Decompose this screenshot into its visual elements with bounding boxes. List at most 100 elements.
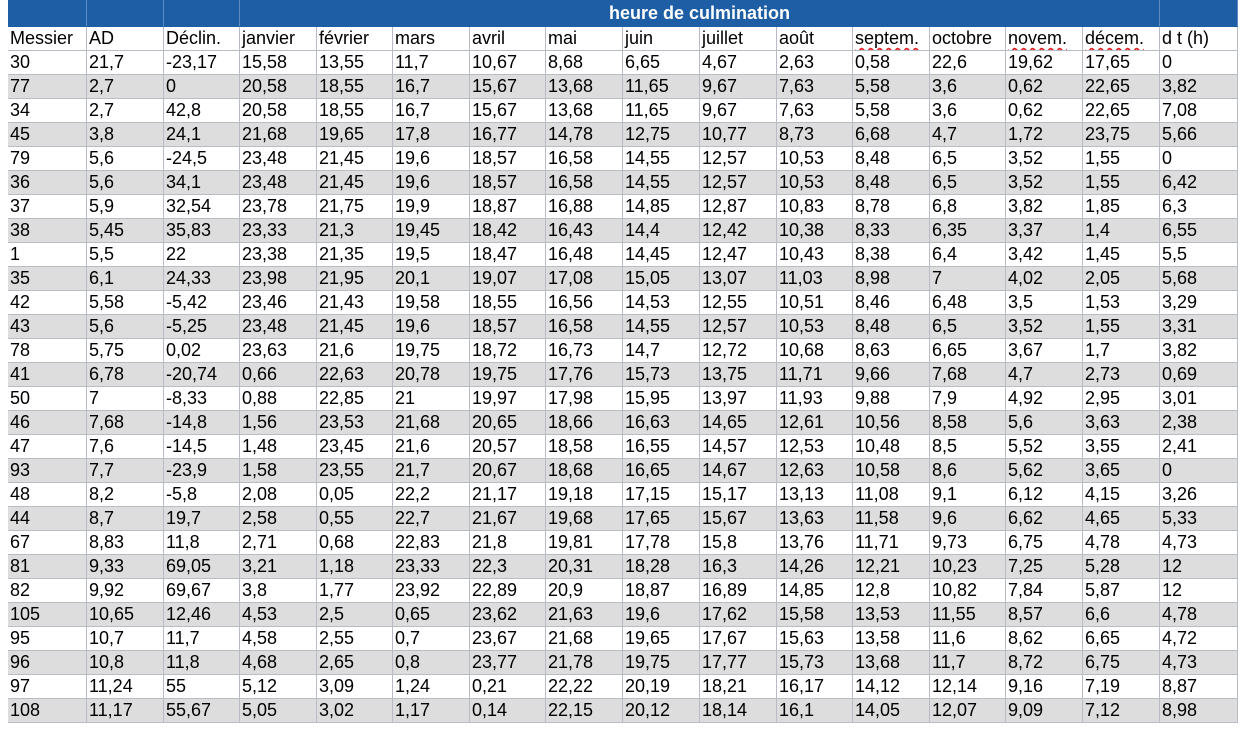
table-cell: 21,43 <box>317 291 393 315</box>
table-cell: 42 <box>8 291 87 315</box>
table-cell: 3,02 <box>317 699 393 723</box>
table-cell: 1,72 <box>1006 123 1083 147</box>
table-cell: 14,65 <box>700 411 777 435</box>
table-cell: 6,8 <box>930 195 1006 219</box>
table-cell: -5,42 <box>164 291 240 315</box>
table-cell: -23,9 <box>164 459 240 483</box>
table-cell: 12,87 <box>700 195 777 219</box>
table-cell: 9,09 <box>1006 699 1083 723</box>
table-cell: 0,58 <box>853 51 930 75</box>
table-cell: 19,07 <box>470 267 546 291</box>
table-cell: 5,58 <box>853 99 930 123</box>
table-cell: 4,68 <box>240 651 317 675</box>
table-cell: 4,92 <box>1006 387 1083 411</box>
table-cell: 11,65 <box>623 75 700 99</box>
table-cell: 9,88 <box>853 387 930 411</box>
table-cell: 0,66 <box>240 363 317 387</box>
table-cell: 47 <box>8 435 87 459</box>
table-cell: 18,57 <box>470 171 546 195</box>
table-cell: 20,57 <box>470 435 546 459</box>
table-cell: 13,68 <box>546 99 623 123</box>
table-cell: 0 <box>1160 51 1238 75</box>
table-cell: 3,82 <box>1160 339 1238 363</box>
table-cell: -20,74 <box>164 363 240 387</box>
table-cell: 12,14 <box>930 675 1006 699</box>
table-cell: 21 <box>393 387 470 411</box>
table-cell: 7 <box>87 387 164 411</box>
table-cell: 5,05 <box>240 699 317 723</box>
table-cell: 36 <box>8 171 87 195</box>
table-cell: 14,55 <box>623 147 700 171</box>
table-cell: 3,52 <box>1006 315 1083 339</box>
table-cell: 9,1 <box>930 483 1006 507</box>
table-cell: 14,26 <box>777 555 853 579</box>
table-cell: 93 <box>8 459 87 483</box>
table-cell: 10,67 <box>470 51 546 75</box>
table-cell: 23,75 <box>1083 123 1160 147</box>
table-cell: 1,55 <box>1083 171 1160 195</box>
table-cell: 10,53 <box>777 315 853 339</box>
table-cell: 22 <box>164 243 240 267</box>
table-cell: 2,5 <box>317 603 393 627</box>
table-cell: 35 <box>8 267 87 291</box>
table-cell: 11,08 <box>853 483 930 507</box>
table-cell: 2,73 <box>1083 363 1160 387</box>
table-cell: 2,41 <box>1160 435 1238 459</box>
table-cell: 67 <box>8 531 87 555</box>
table-cell: 11,65 <box>623 99 700 123</box>
table-cell: 77 <box>8 75 87 99</box>
table-cell: 15,67 <box>470 75 546 99</box>
table-cell: 23,78 <box>240 195 317 219</box>
table-cell: 18,55 <box>470 291 546 315</box>
table-cell: 18,58 <box>546 435 623 459</box>
table-cell: 13,76 <box>777 531 853 555</box>
table-cell: 16,1 <box>777 699 853 723</box>
table-cell: 22,83 <box>393 531 470 555</box>
table-cell: 3,5 <box>1006 291 1083 315</box>
table-cell: 18,21 <box>700 675 777 699</box>
table-cell: 6,65 <box>623 51 700 75</box>
table-cell: 8,33 <box>853 219 930 243</box>
table-cell: 3,29 <box>1160 291 1238 315</box>
table-cell: 1,7 <box>1083 339 1160 363</box>
table-cell: 3,63 <box>1083 411 1160 435</box>
table-cell: 11,7 <box>930 651 1006 675</box>
table-cell: 5,58 <box>87 291 164 315</box>
table-cell: -14,5 <box>164 435 240 459</box>
table-cell: 3,37 <box>1006 219 1083 243</box>
column-header: octobre <box>930 27 1006 51</box>
table-cell: 3,6 <box>930 75 1006 99</box>
table-cell: 6,75 <box>1083 651 1160 675</box>
table-cell: 11,6 <box>930 627 1006 651</box>
table-cell: 0,21 <box>470 675 546 699</box>
table-cell: 45 <box>8 123 87 147</box>
column-header: avril <box>470 27 546 51</box>
table-cell: 18,66 <box>546 411 623 435</box>
table-cell: 23,33 <box>393 555 470 579</box>
table-cell: 4,73 <box>1160 651 1238 675</box>
table-cell: 10,77 <box>700 123 777 147</box>
table-cell: 6,5 <box>930 147 1006 171</box>
table-cell: 10,8 <box>87 651 164 675</box>
table-cell: 24,33 <box>164 267 240 291</box>
table-cell: 16,48 <box>546 243 623 267</box>
table-cell: -24,5 <box>164 147 240 171</box>
table-cell: 15,58 <box>240 51 317 75</box>
table-cell: 10,48 <box>853 435 930 459</box>
table-cell: 10,58 <box>853 459 930 483</box>
table-cell: 11,58 <box>853 507 930 531</box>
table-cell: 5,6 <box>1006 411 1083 435</box>
column-header: août <box>777 27 853 51</box>
table-cell: 12,53 <box>777 435 853 459</box>
table-cell: 6,65 <box>930 339 1006 363</box>
table-cell: 12,57 <box>700 315 777 339</box>
table-cell: 15,63 <box>777 627 853 651</box>
header-band-cell <box>164 0 240 27</box>
table-cell: 19,75 <box>393 339 470 363</box>
table-cell: 12,57 <box>700 171 777 195</box>
table-cell: 8,58 <box>930 411 1006 435</box>
table-cell: 1,4 <box>1083 219 1160 243</box>
table-cell: 4,02 <box>1006 267 1083 291</box>
